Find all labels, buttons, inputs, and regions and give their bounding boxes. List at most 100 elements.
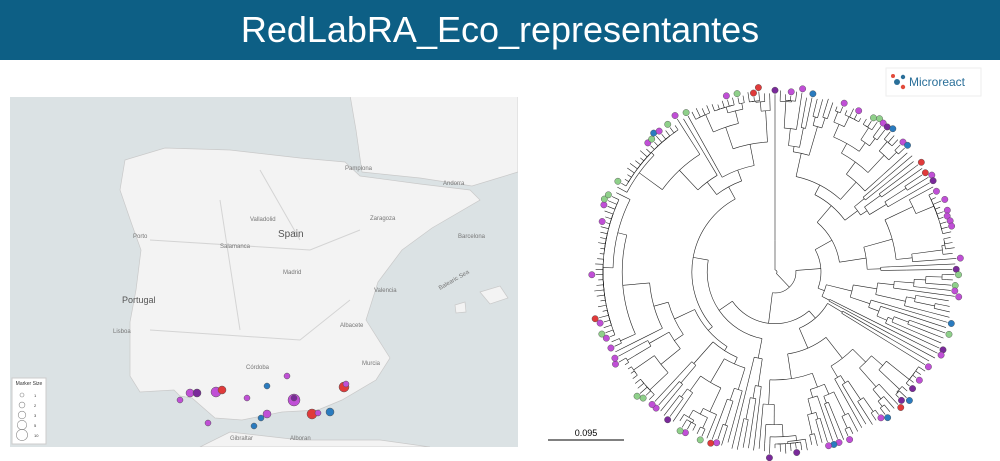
branch-arc <box>713 123 739 133</box>
branch <box>902 386 908 392</box>
tip <box>933 187 940 195</box>
branch <box>836 422 845 440</box>
tip <box>655 127 663 135</box>
map-marker <box>257 414 265 422</box>
branch <box>629 163 638 170</box>
branch <box>776 273 790 288</box>
branch <box>823 429 828 443</box>
branch <box>735 110 739 124</box>
branch <box>847 380 861 400</box>
branch <box>817 287 825 291</box>
branch-arc <box>895 390 900 395</box>
branch <box>600 226 609 230</box>
tip <box>602 334 610 342</box>
branch <box>841 143 848 154</box>
branch <box>817 106 822 118</box>
branch <box>849 314 930 362</box>
branch <box>807 398 813 414</box>
tip <box>722 92 730 100</box>
branch-arc <box>893 281 895 289</box>
tip <box>664 416 672 424</box>
branch <box>838 306 936 359</box>
branch <box>906 269 953 271</box>
branch <box>711 104 715 112</box>
logo[interactable] <box>885 67 982 97</box>
branch <box>936 211 944 215</box>
branch <box>616 192 622 196</box>
branch <box>800 442 803 451</box>
branch-arc <box>720 105 732 110</box>
branch <box>857 401 868 418</box>
branch <box>887 195 908 208</box>
branch <box>815 239 833 250</box>
branch <box>721 100 725 108</box>
branch-arc <box>822 116 828 119</box>
branch <box>605 329 614 333</box>
tip <box>648 135 656 143</box>
branch <box>824 384 830 395</box>
branch <box>676 395 680 400</box>
branch <box>708 326 713 331</box>
branch <box>871 121 878 131</box>
branch-arc <box>755 385 762 387</box>
branch <box>907 182 930 196</box>
branch <box>833 124 840 138</box>
branch <box>942 309 950 313</box>
branch <box>624 179 629 182</box>
branch <box>816 205 832 223</box>
island <box>454 301 467 314</box>
branch <box>596 294 605 297</box>
branch <box>850 318 926 365</box>
branch <box>821 117 826 129</box>
branch <box>842 393 863 428</box>
branch <box>807 414 813 435</box>
map-marker <box>325 407 335 417</box>
branch <box>783 101 787 129</box>
branch <box>760 101 762 112</box>
branch <box>618 342 622 345</box>
branch-arc <box>834 375 841 380</box>
city-label: Valladolid <box>250 217 276 223</box>
map-marker <box>217 385 227 395</box>
branch-arc <box>914 295 917 302</box>
branch-arc <box>879 150 890 161</box>
branch <box>825 98 829 108</box>
branch <box>912 335 940 349</box>
branch-arc <box>774 269 778 274</box>
branch <box>906 382 910 387</box>
branch <box>731 383 749 449</box>
branch <box>689 375 701 392</box>
tip <box>925 363 932 371</box>
branch-arc <box>891 316 895 323</box>
map-marker <box>314 409 322 417</box>
branch <box>885 322 913 336</box>
branch <box>645 390 651 396</box>
branch <box>820 99 823 107</box>
branch-arc <box>878 193 882 198</box>
branch <box>901 386 904 388</box>
branch <box>737 367 746 390</box>
branch <box>623 190 628 193</box>
branch <box>884 188 907 203</box>
branch <box>688 409 694 418</box>
tip <box>884 414 892 422</box>
branch <box>614 344 620 347</box>
branch-arc <box>679 395 684 399</box>
branch <box>596 284 604 286</box>
tip <box>883 123 891 131</box>
branch <box>639 150 648 158</box>
branch <box>676 118 694 145</box>
branch <box>906 296 916 299</box>
branch <box>884 404 891 412</box>
branch <box>915 176 929 186</box>
branch <box>749 144 755 166</box>
tip <box>696 436 704 444</box>
branch <box>934 308 943 311</box>
branch <box>876 135 881 141</box>
branch <box>815 439 818 446</box>
tip <box>889 125 897 133</box>
branch <box>859 367 877 387</box>
branch <box>672 408 683 422</box>
tip <box>598 330 606 338</box>
